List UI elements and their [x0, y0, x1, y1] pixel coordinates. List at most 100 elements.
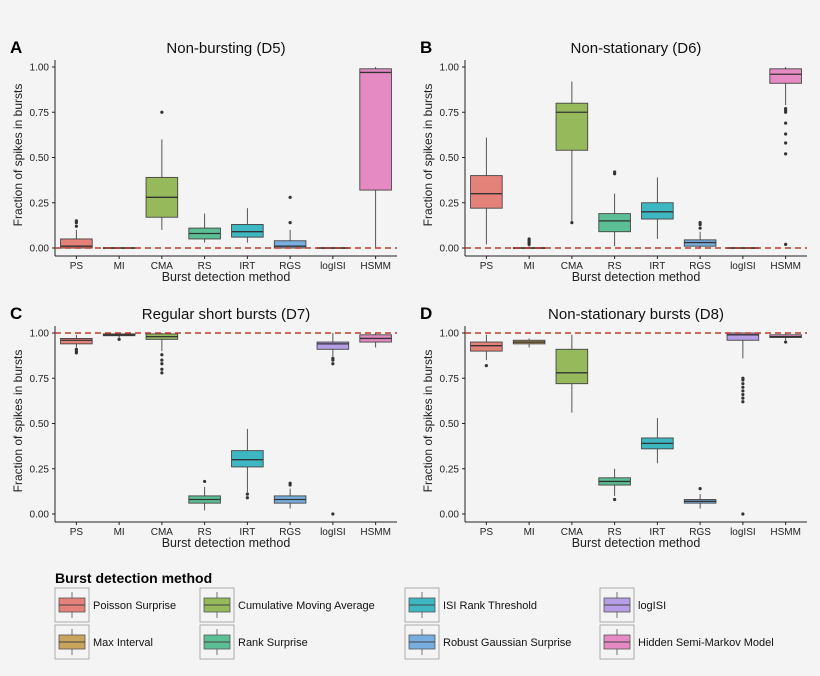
x-tick-label: RGS	[689, 261, 711, 272]
box-iqr	[641, 202, 674, 220]
box-HSMM	[769, 67, 802, 246]
outlier-point	[160, 353, 164, 357]
box-CMA	[145, 333, 179, 375]
box-iqr	[231, 224, 264, 238]
x-tick-label: RS	[198, 261, 212, 272]
x-axis-label: Burst detection method	[162, 536, 291, 550]
box-RS	[598, 170, 631, 247]
x-tick-label: logISI	[730, 261, 756, 272]
outlier-point	[74, 224, 78, 228]
box-logISI	[726, 332, 760, 516]
box-RGS	[273, 481, 307, 509]
x-tick-label: CMA	[151, 527, 174, 538]
outlier-point	[160, 371, 164, 375]
x-tick-label: MI	[524, 261, 535, 272]
x-tick-label: PS	[70, 261, 84, 272]
y-tick-label: 1.00	[30, 63, 50, 74]
box-iqr	[555, 348, 589, 385]
outlier-point	[698, 221, 702, 225]
outlier-point	[613, 170, 617, 174]
box-iqr	[60, 337, 93, 345]
outlier-point	[784, 107, 788, 111]
y-tick-label: 1.00	[440, 329, 460, 340]
chart-panel-C: C Regular short bursts (D7) 0.00 0.25 0.50 0.…	[10, 304, 397, 550]
box-HSMM	[359, 333, 392, 348]
outlier-point	[74, 347, 78, 351]
box-PS	[470, 334, 503, 368]
outlier-point	[74, 219, 78, 223]
y-tick-label: 0.00	[440, 510, 460, 521]
outlier-point	[784, 132, 788, 136]
outlier-point	[288, 481, 292, 485]
outlier-point	[288, 221, 292, 225]
outlier-point	[527, 237, 531, 241]
outlier-point	[570, 221, 574, 225]
x-tick-label: MI	[114, 261, 125, 272]
legend-label: ISI Rank Threshold	[443, 600, 537, 612]
x-tick-label: logISI	[320, 261, 346, 272]
box-iqr	[231, 450, 264, 468]
y-axis-label: Fraction of spikes in bursts	[421, 84, 435, 227]
y-axis-label: Fraction of spikes in bursts	[421, 350, 435, 493]
box-logISI	[316, 247, 350, 249]
x-tick-label: CMA	[561, 527, 584, 538]
outlier-point	[245, 492, 249, 496]
legend-label: Cumulative Moving Average	[238, 600, 375, 612]
panel-title: Regular short bursts (D7)	[142, 306, 310, 323]
box-HSMM	[769, 333, 802, 344]
box-HSMM	[359, 67, 392, 248]
y-tick-label: 0.75	[440, 374, 460, 385]
box-logISI	[316, 333, 350, 516]
x-tick-label: HSMM	[360, 261, 391, 272]
legend-item-MI: Max Interval	[54, 624, 153, 660]
x-tick-label: logISI	[320, 527, 346, 538]
outlier-point	[784, 152, 788, 156]
y-tick-label: 0.00	[30, 510, 50, 521]
panel-title: Non-stationary bursts (D8)	[548, 306, 724, 323]
box-IRT	[641, 418, 674, 464]
x-tick-label: PS	[480, 527, 494, 538]
x-tick-label: CMA	[151, 261, 174, 272]
legend-item-PS: Poisson Surprise	[54, 587, 176, 623]
y-tick-label: 0.25	[440, 464, 460, 475]
legend-item-RGS: Robust Gaussian Surprise	[404, 624, 571, 660]
box-PS	[60, 334, 93, 355]
legend-item-RS: Rank Surprise	[199, 624, 308, 660]
outlier-point	[784, 340, 788, 344]
outlier-point	[117, 337, 121, 341]
box-iqr	[598, 213, 631, 233]
box-RS	[598, 468, 631, 502]
outlier-point	[613, 497, 617, 502]
outlier-point	[698, 487, 702, 491]
x-tick-label: MI	[114, 527, 125, 538]
y-tick-label: 0.50	[440, 153, 460, 164]
outlier-point	[741, 389, 745, 393]
outlier-point	[160, 358, 164, 362]
box-IRT	[231, 208, 264, 243]
box-CMA	[555, 81, 589, 225]
legend-label: Rank Surprise	[238, 637, 308, 649]
y-tick-label: 1.00	[440, 63, 460, 74]
y-tick-label: 0.75	[30, 374, 50, 385]
outlier-point	[331, 356, 335, 360]
x-tick-label: HSMM	[360, 527, 391, 538]
legend: Burst detection method Poisson Surprise Cu…	[54, 570, 774, 660]
box-iqr	[273, 240, 307, 249]
box-RGS	[273, 195, 307, 249]
box-RS	[188, 479, 221, 511]
y-axis-label: Fraction of spikes in bursts	[11, 350, 25, 493]
legend-title: Burst detection method	[55, 570, 212, 586]
box-IRT	[231, 428, 264, 500]
outlier-point	[331, 512, 335, 516]
y-axis-label: Fraction of spikes in bursts	[11, 84, 25, 227]
chart-panel-A: A Non-bursting (D5) 0.00 0.25 0.50 0.75 1.00 Fr…	[10, 38, 397, 284]
x-tick-label: RS	[608, 527, 622, 538]
outlier-point	[784, 141, 788, 145]
outlier-point	[784, 242, 788, 246]
y-tick-label: 0.00	[30, 244, 50, 255]
chart-panel-D: D Non-stationary bursts (D8) 0.00 0.25 0.50 0…	[420, 304, 807, 550]
y-tick-label: 0.75	[440, 108, 460, 119]
outlier-point	[160, 110, 164, 114]
x-tick-label: RS	[198, 527, 212, 538]
